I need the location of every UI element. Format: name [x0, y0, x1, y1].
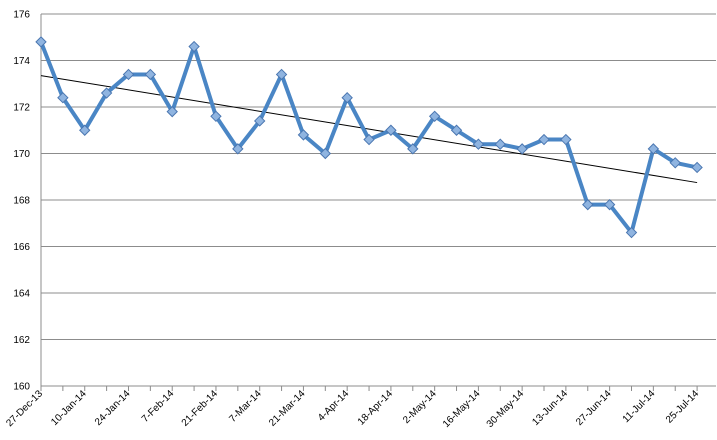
x-tick-label: 7-Feb-14 — [140, 388, 177, 425]
x-tick-label: 25-Jul-14 — [664, 388, 702, 426]
trendline — [40, 75, 698, 184]
marker — [35, 36, 47, 48]
marker — [428, 110, 441, 123]
marker — [450, 124, 463, 136]
x-tick-label: 2-May-14 — [401, 388, 439, 426]
marker — [363, 133, 375, 146]
marker — [647, 143, 660, 155]
x-tick-label: 27-Jun-14 — [574, 388, 614, 428]
x-tick-label: 27-Dec-13 — [4, 388, 45, 429]
marker — [516, 143, 528, 155]
marker — [582, 198, 594, 211]
marker — [538, 133, 550, 146]
marker — [341, 91, 353, 104]
marker — [625, 226, 638, 239]
x-tick-label: 13-Jun-14 — [530, 388, 570, 428]
marker — [407, 143, 419, 155]
x-tick-label: 21-Feb-14 — [180, 388, 221, 429]
y-tick-label: 162 — [13, 335, 30, 346]
marker — [472, 138, 485, 150]
marker — [79, 124, 91, 136]
marker — [691, 161, 703, 174]
y-tick-label: 174 — [13, 56, 30, 67]
y-tick-label: 160 — [13, 382, 30, 393]
marker — [144, 68, 157, 81]
x-tick-label: 10-Jan-14 — [49, 388, 89, 428]
marker — [57, 91, 69, 104]
marker — [385, 124, 397, 136]
y-tick-label: 164 — [13, 289, 30, 300]
y-tick-label: 172 — [13, 103, 30, 114]
marker — [188, 40, 200, 53]
marker — [560, 133, 572, 146]
x-tick-label: 11-Jul-14 — [621, 388, 658, 425]
y-tick-label: 176 — [13, 10, 30, 21]
marker — [122, 68, 135, 81]
x-tick-label: 7-Mar-14 — [227, 388, 264, 425]
x-tick-label: 16-May-14 — [441, 388, 483, 430]
marker — [275, 68, 288, 81]
marker — [210, 110, 222, 123]
y-tick-label: 168 — [13, 196, 30, 207]
marker — [253, 115, 266, 127]
marker — [297, 129, 310, 141]
x-tick-label: 4-Apr-14 — [316, 388, 352, 424]
x-tick-label: 18-Apr-14 — [356, 388, 396, 428]
marker — [494, 138, 506, 150]
marker — [603, 198, 616, 211]
marker — [232, 143, 244, 155]
marker — [669, 157, 681, 169]
x-tick-label: 21-Mar-14 — [267, 388, 308, 429]
marker — [319, 147, 332, 160]
y-tick-label: 166 — [13, 242, 30, 253]
x-tick-label: 24-Jan-14 — [93, 388, 133, 428]
x-tick-label: 30-May-14 — [485, 388, 527, 430]
y-tick-label: 170 — [13, 149, 30, 160]
marker — [100, 87, 113, 99]
marker — [166, 105, 178, 118]
